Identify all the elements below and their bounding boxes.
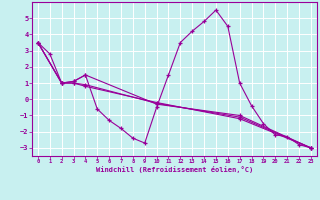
X-axis label: Windchill (Refroidissement éolien,°C): Windchill (Refroidissement éolien,°C) <box>96 166 253 173</box>
